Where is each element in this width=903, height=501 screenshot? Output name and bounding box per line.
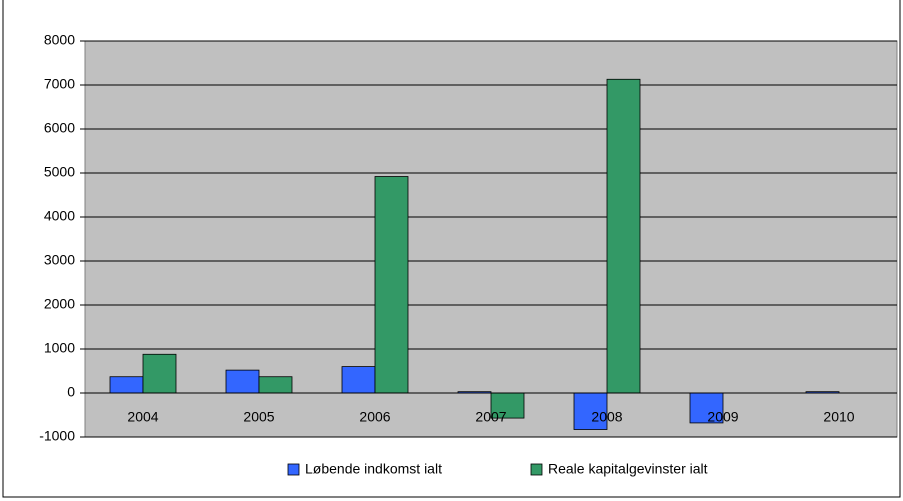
y-tick-label: 2000 <box>44 296 75 312</box>
y-tick-label: 1000 <box>44 340 75 356</box>
legend-swatch <box>530 463 543 476</box>
legend-swatch <box>287 463 300 476</box>
bar <box>142 353 177 394</box>
x-tick-label: 2006 <box>359 409 390 425</box>
y-tick-label: 8000 <box>44 32 75 48</box>
bar <box>573 392 608 430</box>
x-tick-label: 2004 <box>127 409 158 425</box>
bar <box>689 392 724 424</box>
bar <box>374 176 409 394</box>
y-tick-label: -1000 <box>39 428 75 444</box>
bar <box>109 376 144 394</box>
legend-label: Reale kapitalgevinster ialt <box>548 461 708 477</box>
plot-area <box>84 40 898 438</box>
y-tick-label: 0 <box>67 384 75 400</box>
y-tick-label: 3000 <box>44 252 75 268</box>
bar <box>258 376 293 394</box>
x-tick-label: 2008 <box>591 409 622 425</box>
bar <box>606 78 641 394</box>
y-tick-label: 6000 <box>44 120 75 136</box>
y-tick-label: 4000 <box>44 208 75 224</box>
x-tick-label: 2005 <box>243 409 274 425</box>
x-tick-label: 2007 <box>475 409 506 425</box>
legend-label: Løbende indkomst ialt <box>305 461 442 477</box>
bar <box>225 369 260 394</box>
y-tick-label: 7000 <box>44 76 75 92</box>
x-tick-label: 2009 <box>707 409 738 425</box>
bar <box>341 366 376 394</box>
y-tick-label: 5000 <box>44 164 75 180</box>
bar <box>490 392 525 419</box>
x-tick-label: 2010 <box>823 409 854 425</box>
